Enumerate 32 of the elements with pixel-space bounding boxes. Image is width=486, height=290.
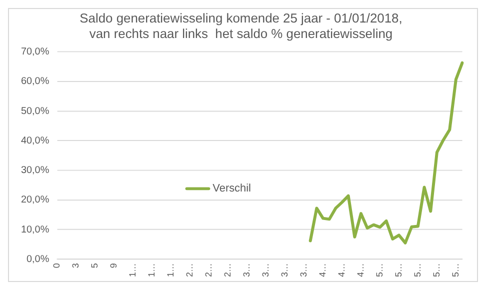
- y-tick-label: 60,0%: [20, 76, 50, 88]
- x-tick-label: 9: [108, 263, 119, 268]
- x-tick-label: 5…: [450, 263, 460, 278]
- x-tick-label: 3…: [242, 263, 252, 278]
- x-tick-label: 5: [90, 263, 100, 268]
- x-tick-label: 4…: [336, 263, 346, 278]
- x-tick-label: 2…: [184, 263, 195, 278]
- x-tick-label: 5…: [412, 263, 422, 278]
- x-tick-label: 2…: [204, 263, 214, 278]
- y-tick-label: 0,0%: [26, 254, 50, 265]
- x-tick-label: 5…: [374, 263, 384, 278]
- y-tick-label: 40,0%: [20, 135, 50, 146]
- legend-label: Verschil: [212, 182, 251, 195]
- x-tick-label: 2…: [222, 263, 233, 278]
- y-tick-label: 30,0%: [20, 165, 50, 176]
- x-tick-label: 1…: [146, 263, 157, 278]
- x-tick-label: 3: [70, 263, 81, 268]
- x-tick-label: 4…: [355, 263, 366, 278]
- x-tick-label: 1…: [128, 263, 138, 278]
- chart-title: Saldo generatiewisseling komende 25 jaar - 01/01/2018, van rechts naar links het saldo % generatiewisseling: [80, 10, 402, 41]
- x-tick-label: 4…: [317, 263, 328, 278]
- x-tick-label: 0: [52, 263, 62, 268]
- x-tick-label: 3…: [260, 263, 271, 278]
- y-tick-label: 10,0%: [20, 224, 50, 236]
- y-tick-label: 20,0%: [20, 194, 50, 206]
- x-tick-label: 5…: [431, 263, 442, 278]
- y-tick-label: 50,0%: [20, 106, 50, 117]
- y-tick-label: 70,0%: [20, 46, 50, 58]
- x-tick-label: 1…: [166, 263, 176, 278]
- x-tick-label: 3…: [279, 263, 290, 278]
- x-tick-label: 5…: [393, 263, 404, 278]
- x-tick-label: 3…: [298, 263, 308, 278]
